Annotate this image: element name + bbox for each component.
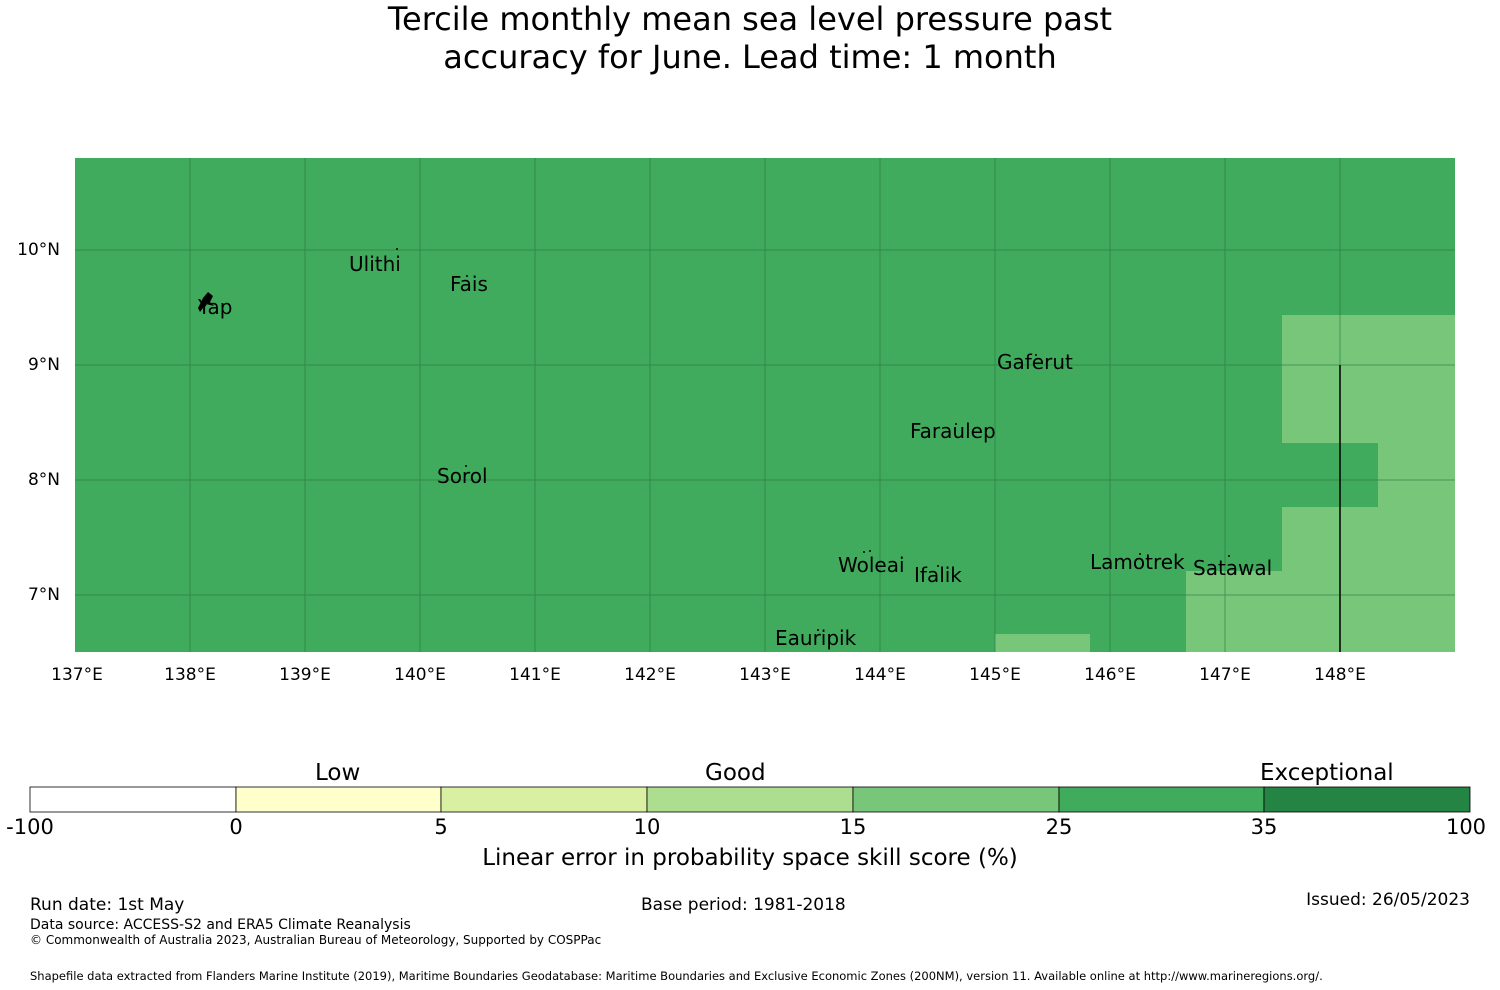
light-region-southeast	[1186, 571, 1282, 652]
colorbar-title: Linear error in probability space skill …	[482, 845, 1018, 871]
yap-island-shape	[198, 292, 214, 312]
lon-label-141e: 141°E	[509, 665, 561, 685]
colorbar-bin-1	[29, 786, 237, 813]
lat-label-7n: 7°N	[27, 585, 60, 605]
gaferut-island-dot	[1035, 354, 1037, 356]
colorbar-bin-7	[1263, 786, 1471, 813]
place-label-sorol: Sorol	[437, 464, 488, 488]
lat-label-10n: 10°N	[17, 240, 60, 260]
title-line-2: accuracy for June. Lead time: 1 month	[443, 38, 1057, 76]
faraulep-island-dot	[955, 423, 957, 425]
place-label-ulithi: Ulithi	[349, 252, 401, 276]
title-line-1: Tercile monthly mean sea level pressure …	[387, 0, 1113, 38]
colorbar-tick: 10	[633, 815, 661, 839]
lon-label-148e: 148°E	[1314, 665, 1366, 685]
fais-island-dot	[466, 275, 468, 277]
colorbar-bin-2	[235, 786, 442, 813]
light-region-south	[995, 634, 1090, 652]
ifalik-island-dot	[937, 565, 939, 567]
lon-label-140e: 140°E	[394, 665, 446, 685]
satawal-island-dot	[1228, 555, 1230, 557]
place-label-eauripik: Eauripik	[775, 626, 857, 650]
lamotrek-island-dot	[1139, 553, 1141, 555]
issued-date: Issued: 26/05/2023	[1306, 890, 1470, 910]
place-label-lamotrek: Lamotrek	[1090, 550, 1185, 574]
ulithi-island-dot	[396, 248, 398, 250]
island-marks	[198, 248, 1230, 631]
data-source: Data source: ACCESS-S2 and ERA5 Climate …	[30, 917, 411, 933]
lon-label-142e: 142°E	[624, 665, 676, 685]
category-good: Good	[705, 760, 766, 786]
colorbar-tick: 5	[434, 815, 448, 839]
lat-label-9n: 9°N	[27, 355, 60, 375]
colorbar-bin-6	[1058, 786, 1265, 813]
colorbar-tick: 25	[1045, 815, 1073, 839]
colorbar-tick: 100	[1445, 815, 1487, 839]
place-label-satawal: Satawal	[1193, 556, 1273, 580]
run-date: Run date: 1st May	[30, 895, 185, 915]
place-label-fais: Fais	[450, 272, 488, 296]
woleai-island-dot-2	[869, 550, 871, 552]
colorbar-bin-3	[440, 786, 648, 813]
place-label-faraulep: Faraulep	[910, 419, 996, 443]
colorbar-tick: -100	[6, 815, 54, 839]
eauripik-island-dot	[817, 629, 819, 631]
base-period: Base period: 1981-2018	[641, 895, 846, 915]
lon-label-144e: 144°E	[854, 665, 906, 685]
place-label-woleai: Woleai	[838, 553, 905, 577]
lon-label-138e: 138°E	[164, 665, 216, 685]
colorbar-tick: 0	[229, 815, 243, 839]
light-region-east-top	[1282, 315, 1455, 443]
copyright: © Commonwealth of Australia 2023, Austra…	[30, 933, 602, 947]
colorbar-bin-4	[646, 786, 854, 813]
sorol-island-dot	[465, 465, 467, 467]
lon-label-139e: 139°E	[279, 665, 331, 685]
chart-title: Tercile monthly mean sea level pressure …	[0, 0, 1500, 76]
lon-label-137e: 137°E	[51, 665, 103, 685]
lon-label-146e: 146°E	[1084, 665, 1136, 685]
category-exceptional: Exceptional	[1260, 760, 1394, 786]
place-label-yap: Yap	[198, 295, 233, 319]
light-region-east-notch	[1378, 443, 1455, 507]
light-region-east-bottom	[1282, 507, 1455, 652]
woleai-island-dot	[863, 551, 865, 553]
shapefile-credit: Shapefile data extracted from Flanders M…	[30, 969, 1323, 983]
colorbar	[29, 786, 1471, 813]
lon-label-145e: 145°E	[969, 665, 1021, 685]
place-label-gaferut: Gaferut	[997, 350, 1073, 374]
lat-label-8n: 8°N	[27, 470, 60, 490]
colorbar-tick: 15	[839, 815, 867, 839]
lighter-skill-regions	[995, 315, 1455, 652]
place-label-ifalik: Ifalik	[914, 563, 962, 587]
colorbar-bin-5	[852, 786, 1060, 813]
colorbar-tick: 35	[1250, 815, 1278, 839]
lon-label-147e: 147°E	[1199, 665, 1251, 685]
lon-label-143e: 143°E	[739, 665, 791, 685]
category-low: Low	[315, 760, 361, 786]
